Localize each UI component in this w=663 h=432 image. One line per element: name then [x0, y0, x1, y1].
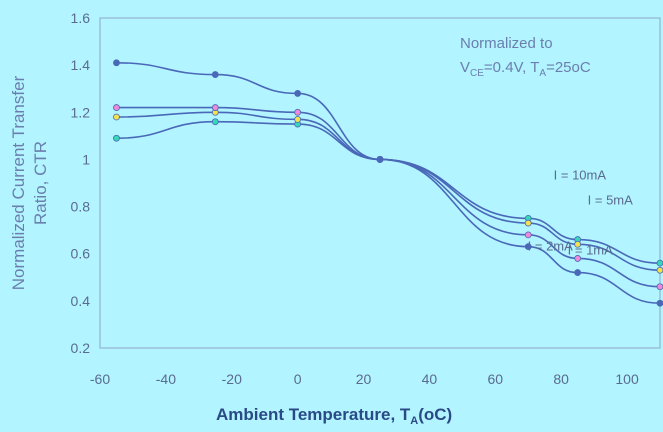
series-label: I = 1mA [568, 243, 613, 258]
normalization-note-line2: VCE=0.4V, TA=25oC [460, 59, 591, 79]
data-point [656, 299, 663, 307]
note-vce-sub: CE [470, 68, 484, 79]
x-tick-labels: -60 -40 -20 0 20 40 60 80 100 [90, 371, 639, 387]
x-tick-label: 0 [294, 371, 302, 387]
data-point [524, 243, 532, 251]
data-point [656, 283, 663, 291]
y-tick-label: 1 [82, 151, 90, 167]
data-point [294, 115, 302, 123]
data-point [574, 269, 582, 276]
x-axis-title-unit: (oC) [418, 405, 452, 424]
note-ta-sub: A [539, 68, 546, 79]
x-tick-label: -20 [222, 371, 242, 387]
y-tick-label: 1.2 [71, 104, 91, 120]
data-point [524, 231, 532, 239]
data-point [211, 118, 219, 126]
y-tick-label: 1.4 [71, 57, 91, 73]
x-tick-label: 80 [553, 371, 569, 387]
data-point [574, 240, 582, 248]
normalization-note-line1: Normalized to [460, 35, 553, 52]
x-tick-label: -60 [90, 371, 110, 387]
y-tick-label: 0.4 [71, 293, 91, 309]
note-vce-value: =0.4V, T [484, 59, 539, 76]
data-point [574, 255, 582, 262]
data-point [211, 71, 219, 78]
series-label: I = 5mA [588, 192, 633, 207]
data-point [376, 156, 384, 163]
series-label: I = 2mA [528, 238, 573, 253]
data-point [113, 59, 120, 67]
y-tick-label: 0.2 [71, 340, 91, 356]
y-tick-labels: 0.2 0.4 0.6 0.8 1 1.2 1.4 1.6 [71, 10, 91, 356]
x-axis-title: Ambient Temperature, TA(oC) [216, 405, 452, 427]
y-tick-label: 0.6 [71, 246, 91, 262]
data-point [294, 108, 302, 116]
data-point [294, 90, 302, 97]
data-point [113, 104, 120, 111]
x-axis-title-main: Ambient Temperature, T [216, 405, 411, 424]
x-tick-label: -40 [156, 371, 176, 387]
data-point [113, 113, 120, 121]
data-point [656, 266, 663, 274]
y-tick-label: 1.6 [71, 10, 91, 26]
series-label: I = 10mA [554, 168, 607, 183]
series-lines [113, 59, 663, 307]
data-point [524, 219, 532, 227]
note-ta-value: =25oC [546, 59, 591, 76]
note-vce: V [460, 59, 470, 76]
x-axis-title-sub: A [410, 415, 418, 427]
plot-frame [99, 17, 661, 349]
x-tick-label: 100 [615, 371, 639, 387]
x-tick-label: 60 [488, 371, 504, 387]
y-tick-label: 0.8 [71, 199, 91, 215]
data-point [113, 134, 120, 142]
x-tick-label: 40 [422, 371, 438, 387]
data-point [211, 104, 219, 111]
series-line [116, 61, 661, 305]
data-point [656, 259, 663, 267]
y-axis-title-line2: Ratio, CTR [31, 141, 50, 225]
y-axis-title: Normalized Current Transfer [9, 75, 28, 290]
x-tick-label: 20 [356, 371, 372, 387]
